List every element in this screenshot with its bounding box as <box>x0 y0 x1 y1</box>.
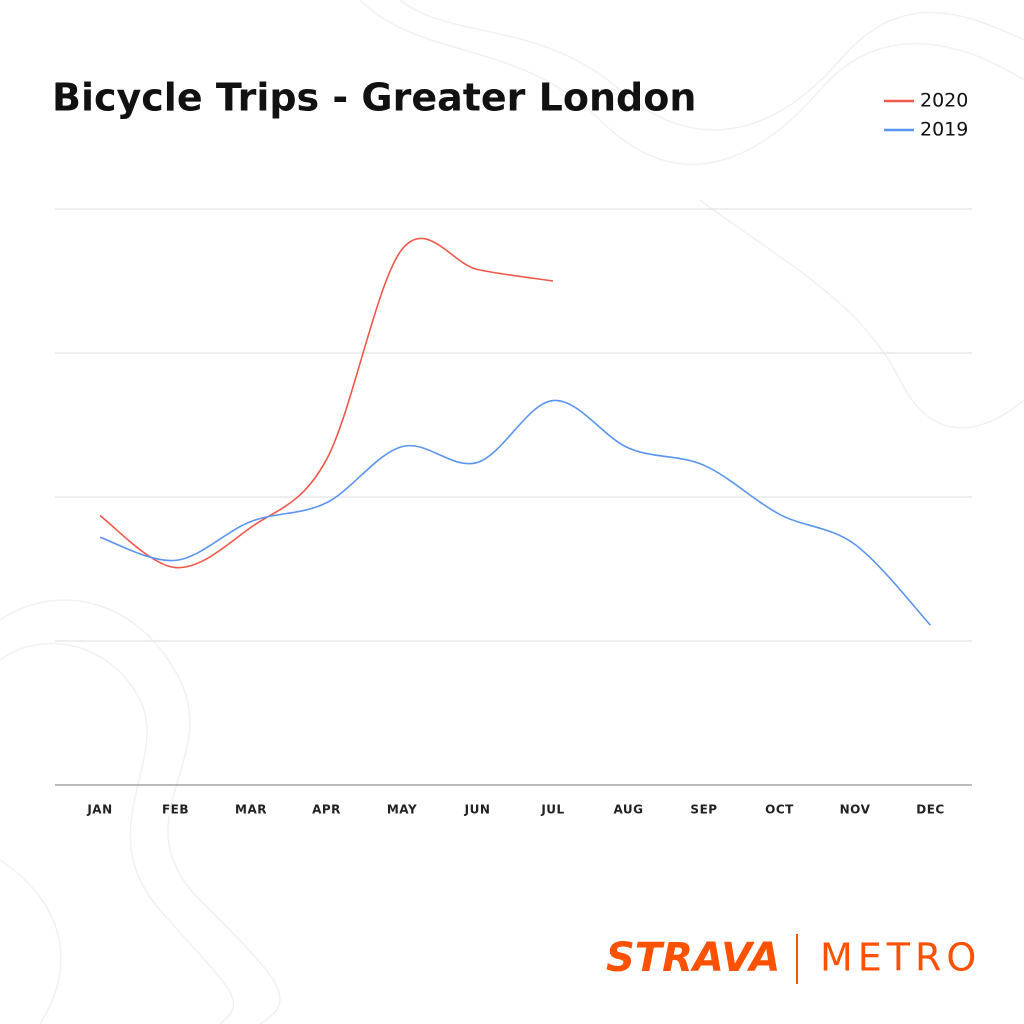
x-tick-label: DEC <box>916 803 944 817</box>
x-tick-label: OCT <box>765 803 794 817</box>
legend-label: 2019 <box>920 119 968 141</box>
x-tick-label: AUG <box>613 803 643 817</box>
x-tick-label: MAR <box>235 803 267 817</box>
brand-logo: STRAVA <box>606 935 780 981</box>
x-tick-label: APR <box>312 803 341 817</box>
legend-label: 2020 <box>920 90 968 112</box>
x-tick-label: JUL <box>540 803 564 817</box>
x-tick-label: FEB <box>162 803 189 817</box>
x-tick-label: NOV <box>840 803 871 817</box>
x-tick-label: SEP <box>690 803 717 817</box>
product-logo: METRO <box>820 936 981 980</box>
x-tick-label: JUN <box>464 803 491 817</box>
chart-title: Bicycle Trips - Greater London <box>52 76 696 120</box>
x-tick-label: MAY <box>387 803 417 817</box>
x-tick-label: JAN <box>86 803 112 817</box>
line-series <box>99 399 932 626</box>
line-series <box>99 237 554 569</box>
